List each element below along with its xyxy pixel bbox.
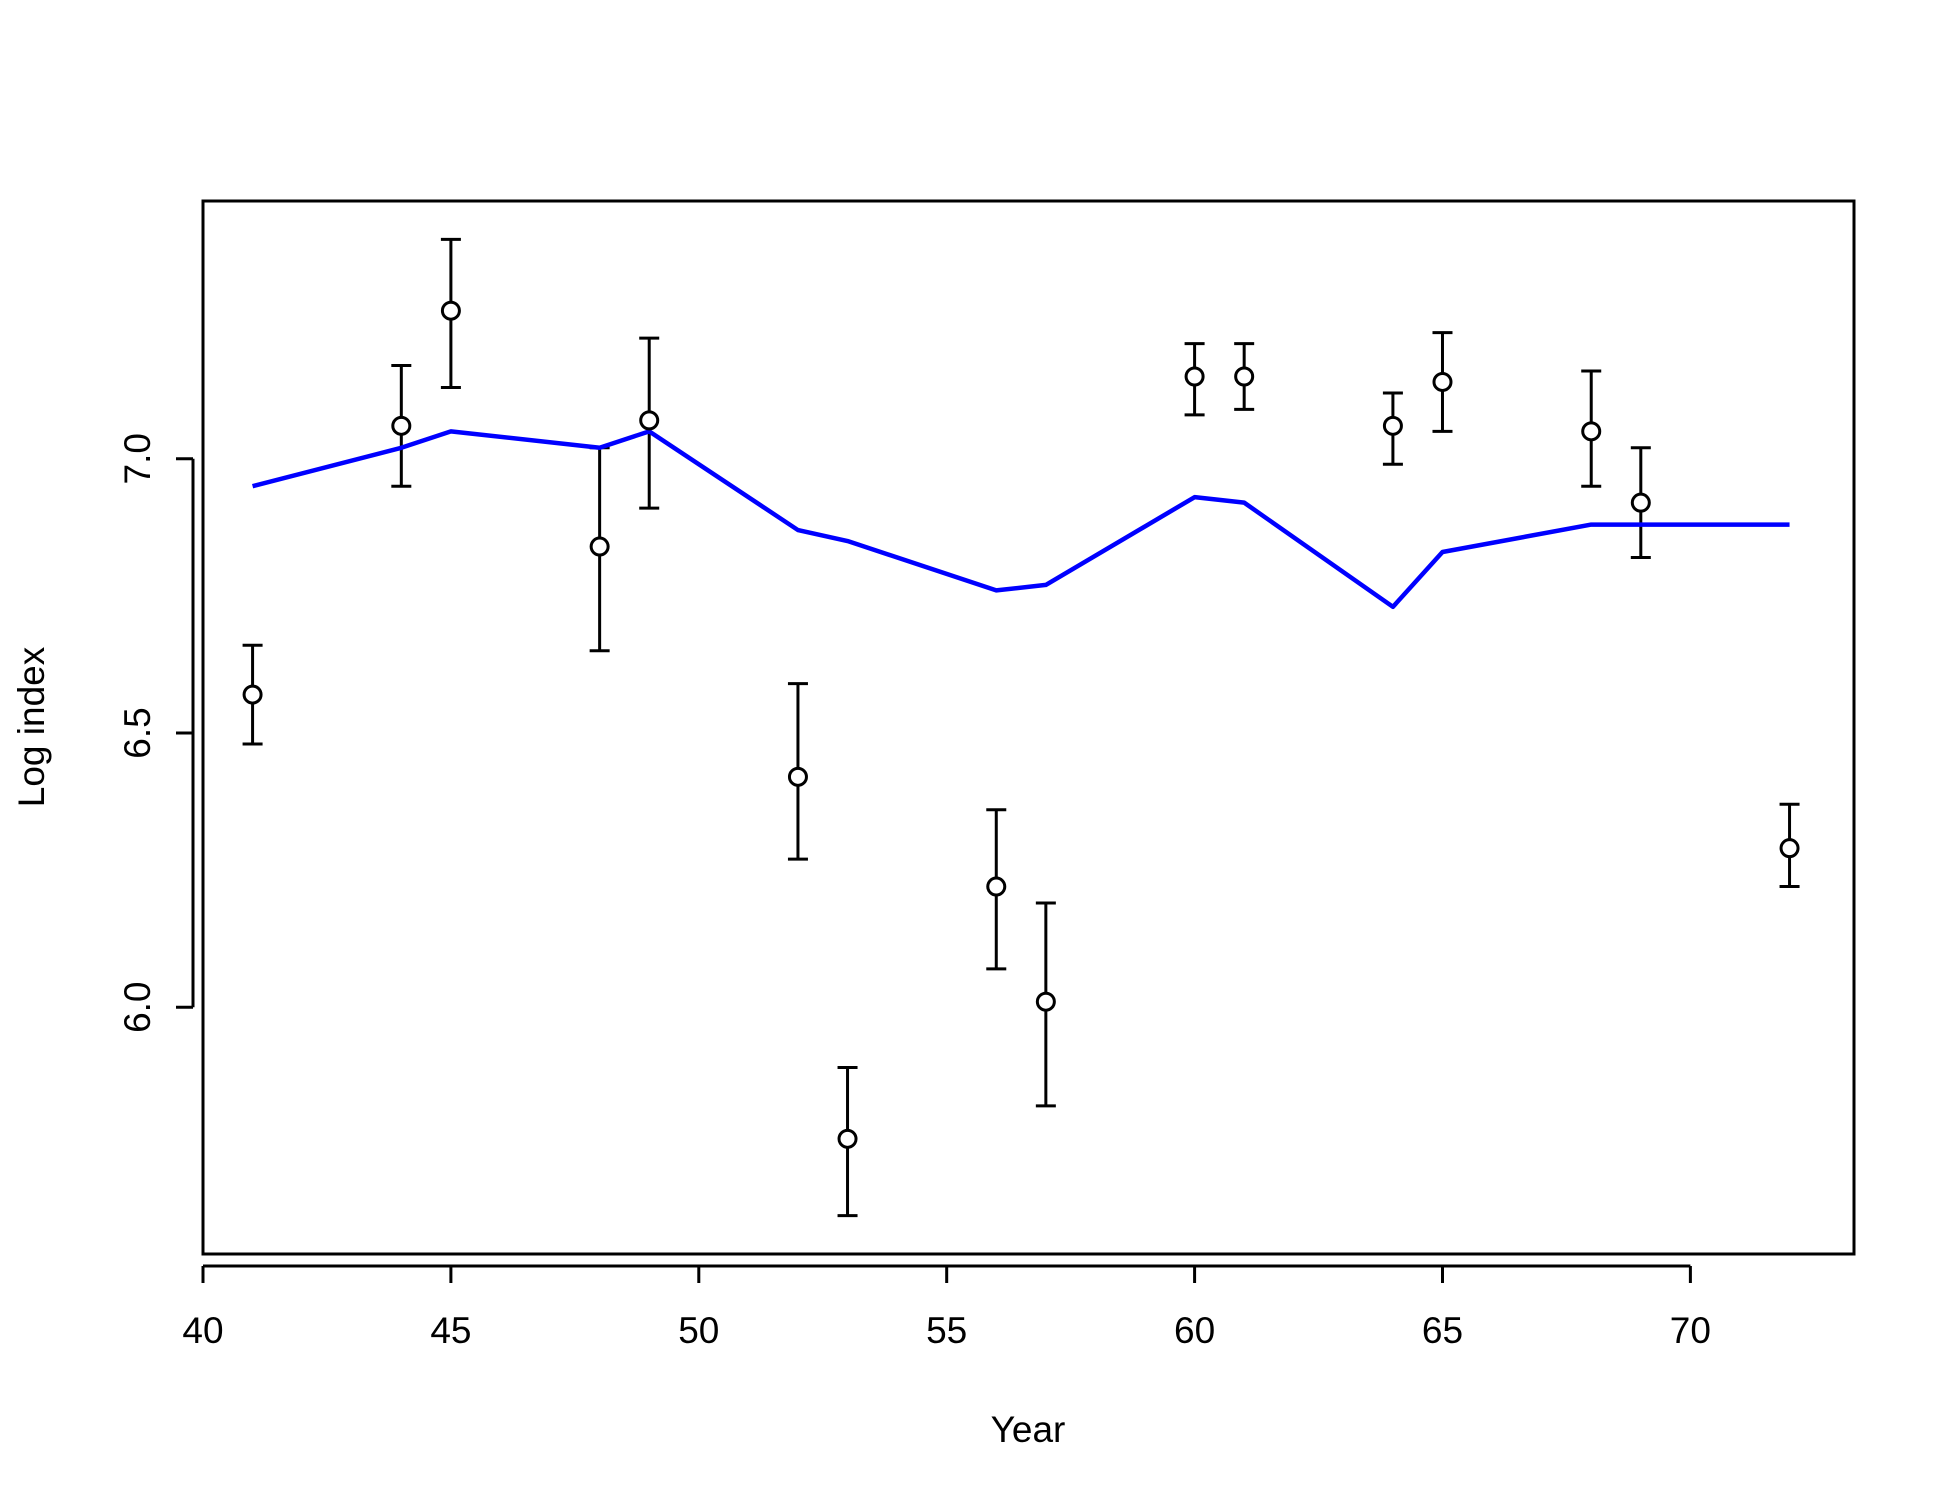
data-point (639, 410, 660, 431)
data-point (1581, 421, 1602, 442)
y-tick-label: 6.5 (117, 707, 158, 758)
x-axis: 40 45 50 55 60 65 70 (182, 1264, 1711, 1351)
data-point (589, 536, 610, 557)
plot-marks (242, 237, 1800, 1218)
y-axis: 6.0 6.5 7.0 (117, 433, 195, 1033)
y-axis-title: Log index (11, 646, 52, 807)
data-point (1184, 366, 1205, 387)
data-point (440, 300, 461, 321)
data-point (1779, 838, 1800, 859)
x-tick-label: 45 (430, 1310, 471, 1351)
x-tick-label: 40 (182, 1310, 223, 1351)
fitted-line (252, 429, 1790, 610)
y-tick-label: 7.0 (117, 433, 158, 484)
data-point (1432, 371, 1453, 392)
x-tick-label: 65 (1422, 1310, 1463, 1351)
x-tick-label: 55 (926, 1310, 967, 1351)
data-point (242, 684, 263, 705)
data-point (986, 876, 1007, 897)
data-point (1382, 415, 1403, 436)
data-point (837, 1128, 858, 1149)
data-point (391, 415, 412, 436)
x-tick-label: 50 (678, 1310, 719, 1351)
data-point (1234, 366, 1255, 387)
x-axis-title: Year (991, 1409, 1066, 1450)
data-point (1035, 991, 1056, 1012)
y-tick-label: 6.0 (117, 981, 158, 1032)
data-point (787, 766, 808, 787)
x-tick-label: 60 (1174, 1310, 1215, 1351)
plot-frame (201, 199, 1856, 1256)
x-tick-label: 70 (1670, 1310, 1711, 1351)
data-point (1630, 492, 1651, 513)
